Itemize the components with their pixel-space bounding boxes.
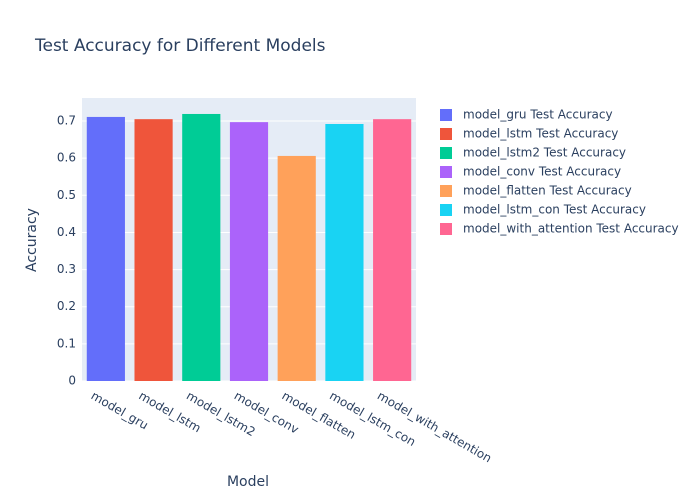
legend-label: model_flatten Test Accuracy [463,184,632,198]
bar [325,123,364,381]
legend-swatch [440,128,452,140]
y-tick-label: 0.4 [57,225,76,239]
bar [134,119,173,382]
legend-swatch [440,147,452,159]
y-tick-label: 0.6 [57,151,76,165]
bar [277,155,316,381]
y-tick-label: 0.3 [57,262,76,276]
chart-title: Test Accuracy for Different Models [34,36,326,56]
x-axis-label: Model [227,474,269,490]
legend-swatch [440,204,452,216]
legend-label: model_gru Test Accuracy [463,108,613,122]
legend-swatch [440,109,452,121]
y-tick-label: 0 [68,374,76,388]
y-axis-label: Accuracy [24,208,40,272]
bar [86,116,125,381]
y-tick-label: 0.2 [57,299,76,313]
legend-label: model_with_attention Test Accuracy [463,222,679,236]
bar [182,113,221,381]
legend-swatch [440,185,452,197]
y-tick-label: 0.1 [57,336,76,350]
bar [373,119,412,382]
y-tick-label: 0.5 [57,188,76,202]
legend-label: model_lstm_con Test Accuracy [463,203,646,217]
y-tick-label: 0.7 [57,114,76,128]
bar [229,122,269,382]
legend-label: model_lstm Test Accuracy [463,127,618,141]
legend-swatch [440,223,452,235]
legend-swatch [440,166,452,178]
legend-label: model_lstm2 Test Accuracy [463,146,626,160]
legend-label: model_conv Test Accuracy [463,165,621,179]
